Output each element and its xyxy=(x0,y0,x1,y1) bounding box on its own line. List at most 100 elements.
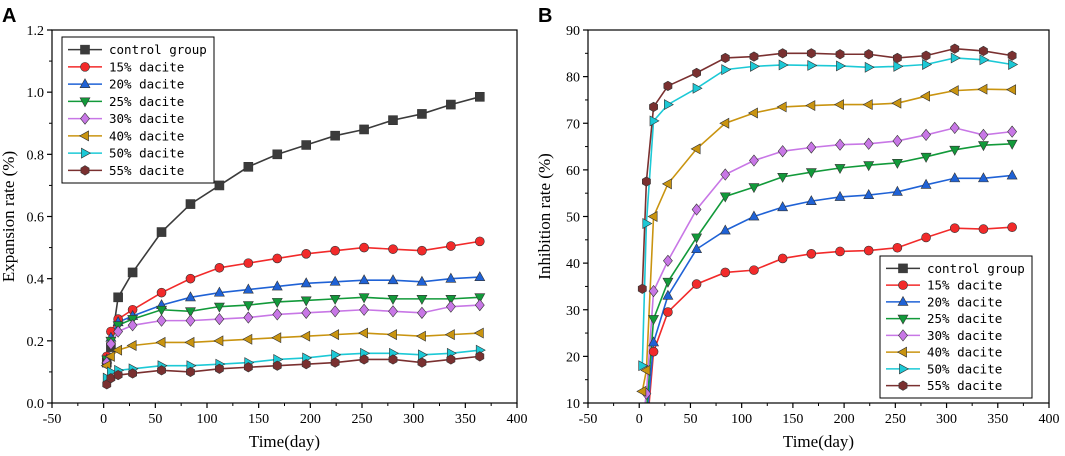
data-point-40pct-dacite xyxy=(444,329,455,341)
data-point-30pct-dacite xyxy=(648,285,659,298)
legend-marker-control-group xyxy=(898,263,908,274)
data-point-15pct-dacite xyxy=(663,307,673,317)
series-area xyxy=(636,43,1019,435)
data-point-50pct-dacite xyxy=(418,349,428,361)
data-point-15pct-dacite xyxy=(243,258,254,268)
data-point-55pct-dacite xyxy=(113,369,123,381)
data-point-30pct-dacite xyxy=(691,203,702,216)
data-point-30pct-dacite xyxy=(474,298,485,312)
data-point-20pct-dacite xyxy=(641,421,651,430)
data-point-20pct-dacite xyxy=(777,201,789,212)
legend-marker-25pct-dacite xyxy=(897,314,909,325)
data-point-15pct-dacite xyxy=(978,224,989,234)
data-point-20pct-dacite xyxy=(949,172,961,183)
series-line-control-group xyxy=(105,96,481,363)
legend-marker-30pct-dacite xyxy=(898,329,908,342)
y-tick-label: 0.0 xyxy=(27,397,45,412)
data-point-30pct-dacite xyxy=(272,308,283,321)
data-point-40pct-dacite xyxy=(242,333,253,345)
data-point-30pct-dacite xyxy=(185,314,196,327)
data-point-40pct-dacite xyxy=(329,329,340,341)
data-point-55pct-dacite xyxy=(950,43,960,54)
data-point-20pct-dacite xyxy=(416,275,428,286)
data-point-40pct-dacite xyxy=(213,335,224,347)
data-point-50pct-dacite xyxy=(649,115,660,127)
legend-marker-55pct-dacite xyxy=(80,165,90,176)
data-point-control-group xyxy=(950,426,959,435)
data-point-25pct-dacite xyxy=(691,233,703,244)
data-point-20pct-dacite xyxy=(719,224,731,235)
data-point-30pct-dacite xyxy=(835,138,845,151)
data-point-55pct-dacite xyxy=(128,368,137,379)
y-tick-label: 10 xyxy=(566,397,580,412)
x-tick-label: 300 xyxy=(936,412,957,427)
data-point-40pct-dacite xyxy=(300,330,311,342)
series-line-30pct-dacite xyxy=(644,127,1013,403)
data-point-15pct-dacite xyxy=(301,249,312,259)
x-tick-label: 250 xyxy=(885,412,906,427)
y-tick-label: 40 xyxy=(566,257,580,272)
data-point-25pct-dacite xyxy=(834,164,846,175)
y-tick-label: 20 xyxy=(566,350,580,365)
data-point-40pct-dacite xyxy=(155,336,166,348)
data-point-55pct-dacite xyxy=(446,354,456,365)
x-tick-label: 250 xyxy=(352,412,373,427)
legend-label-50pct-dacite: 50% dacite xyxy=(927,361,1002,376)
legend-label-15pct-dacite: 15% dacite xyxy=(927,278,1002,293)
legend-marker-20pct-dacite xyxy=(79,78,91,89)
data-point-control-group xyxy=(417,109,427,119)
y-tick-label: 60 xyxy=(566,164,580,179)
series-line-25pct-dacite xyxy=(646,142,1013,403)
data-point-40pct-dacite xyxy=(386,329,397,341)
y-tick-label: 30 xyxy=(566,304,580,319)
data-point-30pct-dacite xyxy=(301,306,312,319)
x-tick-label: 0 xyxy=(636,412,643,427)
data-point-30pct-dacite xyxy=(359,303,369,316)
y-tick-label: 1.0 xyxy=(27,86,45,101)
data-point-50pct-dacite xyxy=(1008,59,1019,70)
data-point-40pct-dacite xyxy=(977,83,988,95)
data-point-15pct-dacite xyxy=(359,242,369,253)
data-point-control-group xyxy=(214,180,225,191)
data-point-40pct-dacite xyxy=(415,330,426,342)
data-point-55pct-dacite xyxy=(272,360,282,371)
data-point-20pct-dacite xyxy=(271,280,283,291)
data-point-20pct-dacite xyxy=(863,189,875,199)
series-line-30pct-dacite xyxy=(105,304,480,363)
data-point-25pct-dacite xyxy=(748,183,760,194)
legend-label-55pct-dacite: 55% dacite xyxy=(927,378,1002,393)
data-point-15pct-dacite xyxy=(777,253,788,264)
x-tick-label: 50 xyxy=(148,412,162,427)
data-point-15pct-dacite xyxy=(1007,222,1017,233)
data-point-30pct-dacite xyxy=(663,254,673,267)
data-point-50pct-dacite xyxy=(638,360,649,372)
data-point-control-group xyxy=(272,149,283,160)
data-point-15pct-dacite xyxy=(806,249,817,259)
data-point-50pct-dacite xyxy=(750,60,760,72)
series-line-15pct-dacite xyxy=(648,226,1013,403)
data-point-15pct-dacite xyxy=(474,236,485,247)
y-tick-label: 80 xyxy=(566,71,580,86)
data-point-25pct-dacite xyxy=(156,305,167,316)
data-point-25pct-dacite xyxy=(271,298,283,309)
y-tick-label: 90 xyxy=(566,24,580,39)
data-point-55pct-dacite xyxy=(388,354,398,365)
data-point-20pct-dacite xyxy=(805,195,817,206)
x-tick-label: 200 xyxy=(300,412,321,427)
data-point-20pct-dacite xyxy=(648,336,660,347)
data-point-control-group xyxy=(475,92,485,102)
data-point-control-group xyxy=(113,292,123,303)
data-point-40pct-dacite xyxy=(640,364,651,376)
data-point-55pct-dacite xyxy=(892,52,902,64)
data-point-50pct-dacite xyxy=(979,54,990,66)
x-tick-label: -50 xyxy=(43,412,62,427)
data-point-20pct-dacite xyxy=(185,291,196,302)
legend-label-15pct-dacite: 15% dacite xyxy=(109,59,184,74)
x-tick-label: 200 xyxy=(834,412,855,427)
data-point-control-group xyxy=(663,426,672,435)
data-point-25pct-dacite xyxy=(242,301,254,312)
legend-label-55pct-dacite: 55% dacite xyxy=(109,163,184,178)
data-point-control-group xyxy=(330,130,340,141)
legend-label-40pct-dacite: 40% dacite xyxy=(109,128,184,143)
